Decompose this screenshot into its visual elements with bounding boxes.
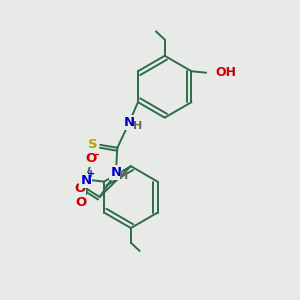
Text: N: N: [110, 166, 122, 179]
Text: OH: OH: [215, 66, 236, 79]
Text: -: -: [94, 149, 99, 159]
Text: N: N: [124, 116, 135, 129]
Text: O: O: [85, 152, 97, 166]
Text: N: N: [80, 174, 92, 187]
Text: O: O: [76, 196, 87, 209]
Text: S: S: [88, 138, 98, 151]
Text: +: +: [87, 169, 95, 179]
Text: H: H: [133, 121, 142, 131]
Text: H: H: [119, 171, 129, 182]
Text: O: O: [74, 182, 85, 195]
